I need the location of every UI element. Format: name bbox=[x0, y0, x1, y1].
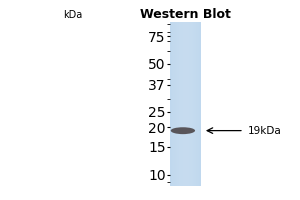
Bar bbox=[172, 22, 173, 186]
Bar bbox=[197, 22, 198, 186]
Bar bbox=[185, 22, 186, 186]
Title: Western Blot: Western Blot bbox=[140, 8, 231, 21]
Bar bbox=[179, 22, 180, 186]
Bar bbox=[170, 22, 171, 186]
Bar bbox=[184, 22, 185, 186]
Bar bbox=[174, 22, 175, 186]
Bar bbox=[181, 22, 182, 186]
Bar bbox=[191, 22, 192, 186]
Bar bbox=[180, 22, 181, 186]
Bar bbox=[192, 22, 193, 186]
Text: kDa: kDa bbox=[63, 10, 82, 20]
Bar bbox=[171, 22, 172, 186]
Text: 19kDa: 19kDa bbox=[248, 126, 282, 136]
Bar bbox=[198, 22, 199, 186]
Bar bbox=[177, 22, 178, 186]
Bar bbox=[188, 22, 189, 186]
Bar bbox=[176, 22, 177, 186]
Bar bbox=[190, 22, 191, 186]
Ellipse shape bbox=[171, 127, 195, 134]
Bar bbox=[186, 22, 187, 186]
Bar bbox=[196, 22, 197, 186]
Bar bbox=[200, 22, 201, 186]
Bar bbox=[173, 22, 174, 186]
Bar bbox=[193, 22, 194, 186]
Bar bbox=[199, 22, 200, 186]
Bar bbox=[187, 22, 188, 186]
Bar bbox=[183, 22, 184, 186]
Bar bbox=[195, 22, 196, 186]
Bar bbox=[178, 22, 179, 186]
Bar bbox=[194, 22, 195, 186]
Bar bbox=[170, 22, 201, 186]
Bar bbox=[182, 22, 183, 186]
Bar bbox=[189, 22, 190, 186]
